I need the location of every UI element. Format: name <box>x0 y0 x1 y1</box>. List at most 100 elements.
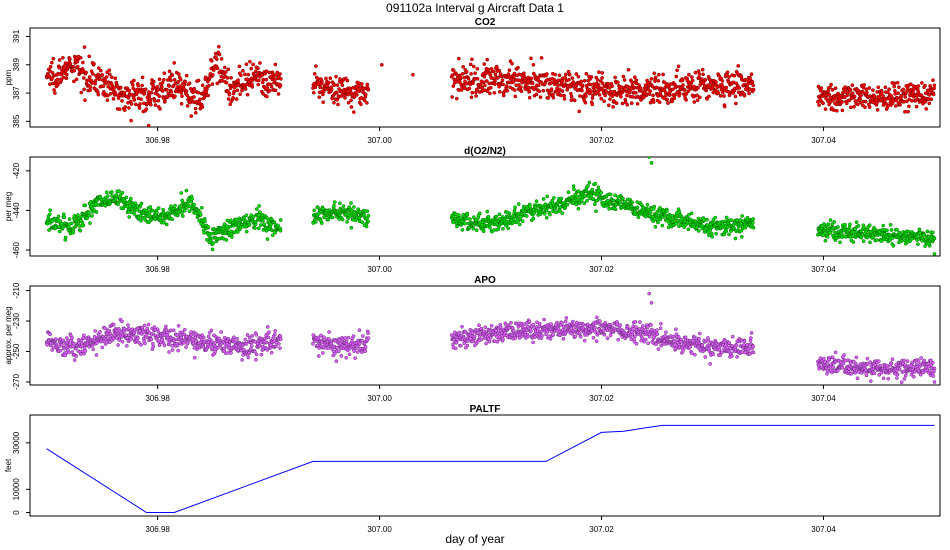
data-point <box>471 215 476 220</box>
data-point <box>630 332 635 337</box>
data-point <box>322 335 326 340</box>
data-point <box>61 55 65 60</box>
data-point <box>880 90 884 95</box>
data-point <box>332 83 337 88</box>
data-point <box>578 334 583 339</box>
data-point <box>471 226 476 231</box>
data-point <box>206 334 211 339</box>
data-point <box>659 343 664 348</box>
data-point <box>901 87 906 92</box>
data-point <box>343 336 347 340</box>
data-point <box>52 88 56 92</box>
data-point <box>122 108 127 112</box>
data-point <box>658 217 663 222</box>
data-point <box>79 90 84 95</box>
data-point <box>235 88 240 93</box>
data-point <box>194 331 198 336</box>
data-point <box>576 324 581 329</box>
data-point <box>888 222 893 227</box>
data-point <box>132 78 136 83</box>
data-point <box>278 346 282 350</box>
data-point <box>116 343 120 347</box>
data-point <box>727 93 732 98</box>
data-point <box>827 92 832 97</box>
data-point <box>848 87 853 92</box>
data-point <box>589 89 593 94</box>
data-point <box>732 226 737 231</box>
data-point <box>94 210 99 214</box>
data-point <box>828 218 833 222</box>
data-point <box>146 322 151 327</box>
data-point <box>664 330 668 335</box>
data-point <box>57 344 61 349</box>
data-point <box>484 79 489 83</box>
data-point <box>272 332 277 337</box>
data-point <box>313 220 318 224</box>
data-point <box>248 59 252 64</box>
data-point <box>366 87 371 92</box>
data-point <box>613 75 617 80</box>
x-tick-label: 307.02 <box>589 136 614 145</box>
data-point <box>146 123 151 127</box>
data-point <box>562 93 566 98</box>
data-point <box>184 188 189 193</box>
data-point <box>349 201 353 205</box>
data-point <box>848 222 852 227</box>
data-point <box>274 344 278 349</box>
data-point <box>366 213 371 218</box>
data-point <box>68 57 72 61</box>
data-points <box>44 291 937 385</box>
data-point <box>489 323 494 328</box>
data-point <box>312 71 317 76</box>
data-point <box>924 107 929 111</box>
data-point <box>626 67 631 72</box>
data-point <box>630 80 634 84</box>
data-point <box>267 330 271 334</box>
data-point <box>649 327 654 332</box>
data-point <box>816 99 820 104</box>
data-point <box>359 82 364 86</box>
data-point <box>531 322 536 327</box>
data-point <box>311 90 316 95</box>
data-point <box>856 88 861 93</box>
data-point <box>529 329 533 334</box>
data-point <box>126 323 130 327</box>
data-point <box>529 56 533 61</box>
data-point <box>237 64 242 69</box>
data-point <box>602 332 607 337</box>
data-point <box>493 78 497 83</box>
data-point <box>227 343 232 347</box>
data-point <box>254 352 259 357</box>
data-point <box>244 213 249 218</box>
data-point <box>324 76 328 81</box>
data-point <box>564 316 569 320</box>
data-point <box>142 323 147 328</box>
data-point <box>743 77 748 82</box>
data-point <box>257 204 261 208</box>
data-point <box>734 101 738 106</box>
data-point <box>94 353 99 357</box>
data-point <box>596 191 600 196</box>
data-point <box>182 82 187 87</box>
data-point <box>345 78 350 83</box>
data-point <box>470 330 475 335</box>
data-point <box>640 336 645 341</box>
data-point <box>654 342 658 347</box>
data-point <box>234 97 239 101</box>
data-point <box>544 215 549 220</box>
data-point <box>648 210 653 215</box>
data-point <box>139 97 143 102</box>
data-point <box>270 233 275 238</box>
data-point <box>705 97 709 101</box>
data-point <box>456 56 461 61</box>
data-point <box>495 76 500 80</box>
data-point <box>144 107 149 111</box>
data-point <box>504 84 509 88</box>
data-point <box>619 94 623 99</box>
data-point <box>366 336 371 340</box>
data-point <box>749 72 754 77</box>
data-point <box>560 89 565 93</box>
data-point <box>579 79 584 84</box>
data-point <box>539 56 544 60</box>
